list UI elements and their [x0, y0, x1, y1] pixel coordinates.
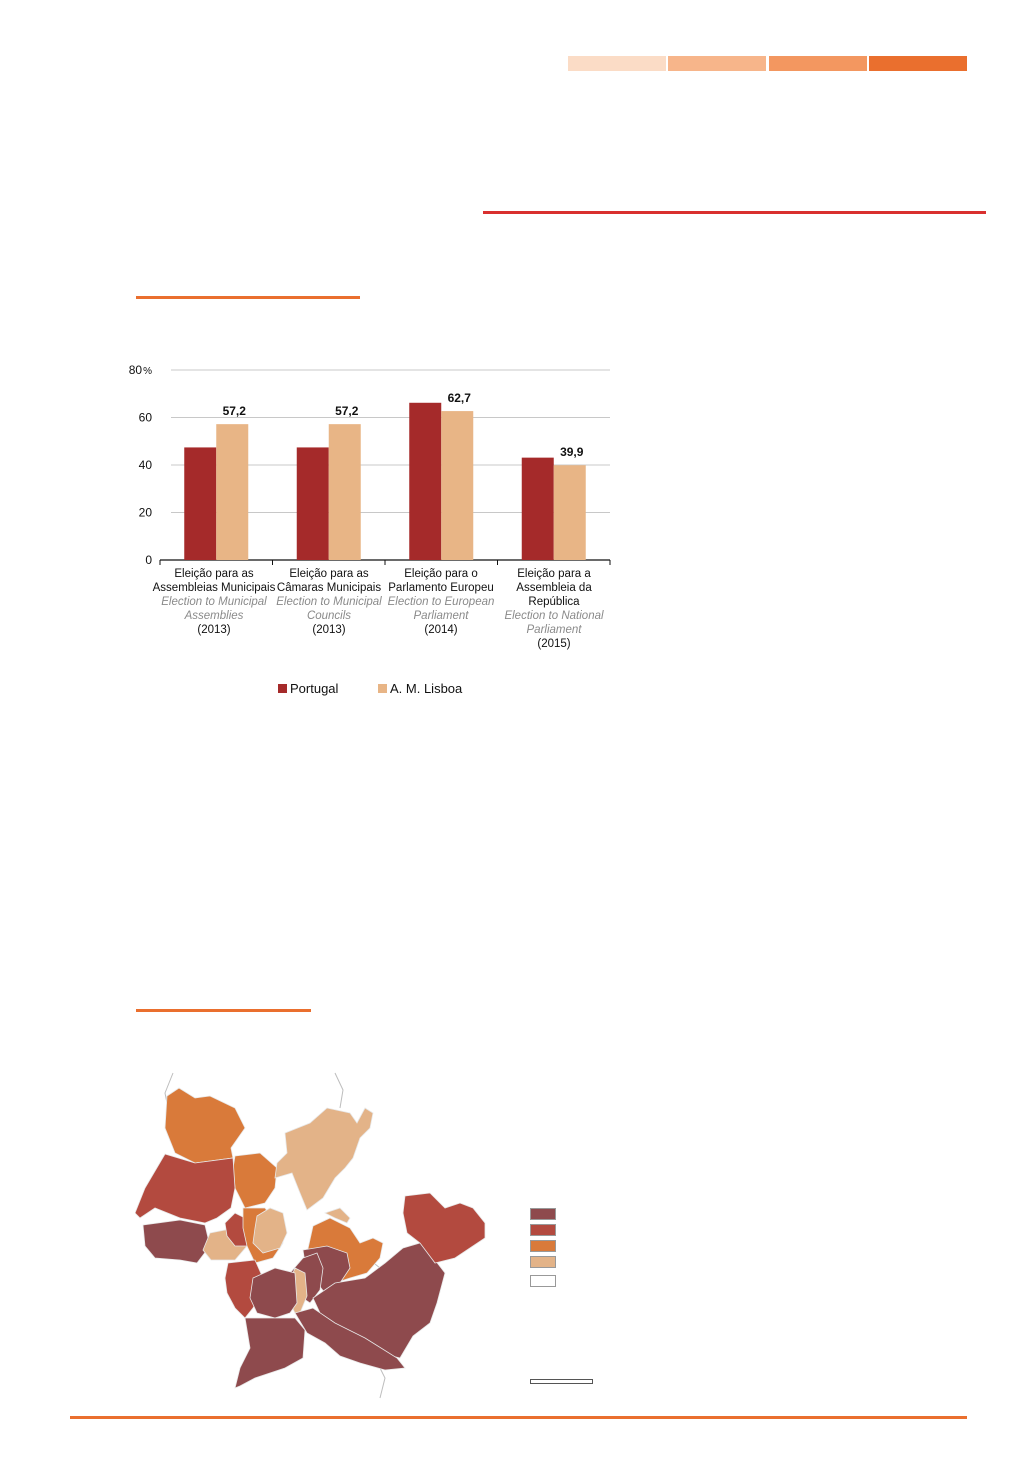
legend-label-portugal: Portugal: [290, 681, 339, 696]
map-legend-swatch-2: [530, 1224, 556, 1236]
category-en: Election to National Parliament: [504, 610, 604, 636]
bar-am-lisboa: [553, 465, 586, 560]
category-pt: Eleição para as Assembleias Municipais: [152, 568, 276, 594]
bar-am-lisboa: [216, 424, 249, 560]
category-en: Election to European Parliament: [387, 596, 495, 622]
bar-chart: 0 20 40 60 80% 57,2 57,2 62,7 39,9: [129, 363, 611, 567]
header-rule: [483, 211, 986, 214]
chart-section-rule: [136, 296, 360, 299]
footer-rule: [70, 1416, 967, 1419]
header-strip-3: [769, 56, 867, 71]
map-legend-swatch-4: [530, 1256, 556, 1268]
map-legend-swatch-1: [530, 1208, 556, 1220]
header-strip-1: [568, 56, 666, 71]
category-label-3: Eleição para o Parlamento Europeu Electi…: [379, 567, 503, 637]
municipality-map: [135, 1072, 486, 1399]
map-regions: [135, 1087, 486, 1389]
category-label-1: Eleição para as Assembleias Municipais E…: [152, 567, 276, 637]
legend-item-am-lisboa: A. M. Lisboa: [378, 681, 462, 696]
map-section-rule: [136, 1009, 311, 1012]
category-pt: Eleição para as Câmaras Municipais: [276, 568, 382, 594]
map-legend-swatch-5: [530, 1275, 556, 1287]
category-label-2: Eleição para as Câmaras Municipais Elect…: [267, 567, 391, 637]
category-pt: Eleição para o Parlamento Europeu: [388, 568, 494, 594]
category-en: Election to Municipal Councils: [276, 596, 382, 622]
header-strip-2: [668, 56, 766, 71]
bar-portugal: [184, 447, 217, 560]
legend-swatch-am-lisboa: [378, 684, 387, 693]
y-tick-label: 80%: [129, 363, 152, 377]
category-label-4: Eleição para a Assembleia da República E…: [492, 567, 616, 651]
category-year: (2013): [312, 624, 346, 636]
category-year: (2013): [197, 624, 231, 636]
category-year: (2015): [537, 638, 571, 650]
header-strip-4: [869, 56, 967, 71]
bar-am-lisboa: [328, 424, 361, 560]
data-label: 57,2: [223, 404, 247, 418]
map-legend-swatch-3: [530, 1240, 556, 1252]
category-pt: Eleição para a Assembleia da República: [516, 568, 592, 608]
y-tick-label: 20: [139, 506, 153, 520]
bar-portugal: [296, 447, 329, 560]
bar-portugal: [409, 402, 442, 560]
y-tick-label: 40: [139, 458, 153, 472]
bar-portugal: [521, 457, 554, 560]
map-scale-bar: [530, 1379, 593, 1384]
data-label: 62,7: [448, 391, 472, 405]
y-tick-label: 60: [139, 411, 153, 425]
category-en: Election to Municipal Assemblies: [161, 596, 267, 622]
data-label: 39,9: [560, 445, 584, 459]
legend-swatch-portugal: [278, 684, 287, 693]
y-tick-label: 0: [145, 553, 152, 567]
data-label: 57,2: [335, 404, 359, 418]
category-year: (2014): [424, 624, 458, 636]
legend-item-portugal: Portugal: [278, 681, 338, 696]
bar-am-lisboa: [441, 411, 474, 560]
legend-label-am-lisboa: A. M. Lisboa: [390, 681, 463, 696]
